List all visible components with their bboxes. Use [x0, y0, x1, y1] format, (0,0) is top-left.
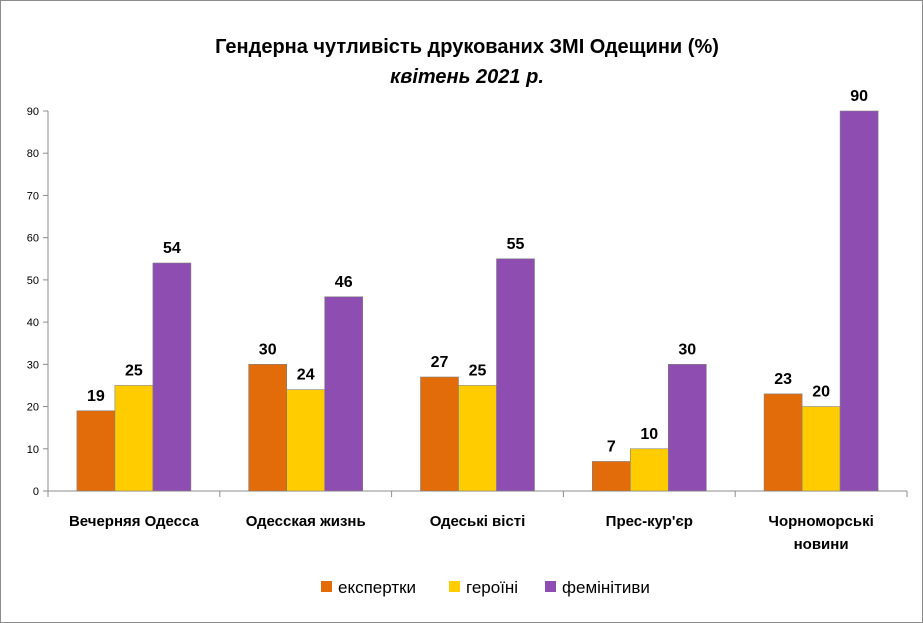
bar [801, 406, 841, 492]
legend-label: експертки [338, 578, 416, 597]
y-tick-label: 20 [27, 402, 39, 414]
bar [667, 364, 707, 492]
y-tick-label: 10 [27, 444, 39, 456]
data-label: 54 [163, 240, 181, 257]
legend-label: героїні [466, 578, 518, 597]
bar [839, 110, 879, 492]
bar [629, 448, 669, 492]
y-tick-label: 0 [33, 486, 39, 498]
y-tick-label: 80 [27, 148, 39, 160]
category-label: новини [794, 536, 849, 553]
category-label: Одеські вісті [430, 513, 526, 530]
bar [591, 461, 631, 492]
chart-subtitle: квітень 2021 р. [390, 66, 544, 88]
data-label: 55 [507, 236, 525, 253]
bar [496, 258, 535, 492]
data-label: 20 [812, 384, 830, 401]
y-tick-label: 90 [27, 106, 39, 118]
data-label: 24 [297, 367, 315, 384]
data-label: 7 [607, 438, 616, 455]
category-label: Вечерняя Одесса [69, 513, 200, 530]
data-label: 30 [259, 341, 277, 358]
bar [763, 393, 803, 492]
bar [114, 385, 154, 492]
y-tick-label: 40 [27, 317, 39, 329]
legend: експертки героїні фемінітиви [321, 578, 650, 597]
data-labels: 19 25 54 30 24 46 27 25 55 7 10 30 23 20 90 [87, 88, 868, 455]
legend-swatch [321, 581, 332, 592]
category-label: Прес-кур'єр [606, 513, 693, 530]
bar [286, 389, 326, 492]
bar [420, 376, 459, 492]
bar [324, 296, 364, 492]
axes: 0 10 20 30 40 50 60 70 80 90 Вечерняя Одесса Одесск… [27, 106, 908, 553]
bar [152, 262, 192, 492]
data-label: 10 [640, 426, 658, 443]
bar [248, 364, 287, 492]
data-label: 46 [335, 274, 353, 291]
data-label: 30 [678, 341, 696, 358]
data-label: 27 [431, 354, 449, 371]
bars [76, 110, 879, 492]
data-label: 19 [87, 388, 105, 405]
y-tick-label: 60 [27, 233, 39, 245]
bar [76, 410, 116, 492]
bar [458, 385, 497, 492]
y-tick-label: 30 [27, 359, 39, 371]
data-label: 90 [850, 88, 868, 105]
data-label: 23 [774, 371, 792, 388]
y-tick-label: 70 [27, 190, 39, 202]
y-tick-label: 50 [27, 275, 39, 287]
legend-label: фемінітиви [562, 578, 650, 597]
data-label: 25 [125, 362, 143, 379]
category-label: Одесская жизнь [246, 513, 366, 530]
chart-title: Гендерна чутливість друкованих ЗМІ Одещи… [215, 36, 719, 58]
legend-swatch [449, 581, 460, 592]
legend-swatch [545, 581, 556, 592]
category-label: Чорноморські [768, 513, 873, 530]
data-label: 25 [469, 362, 487, 379]
